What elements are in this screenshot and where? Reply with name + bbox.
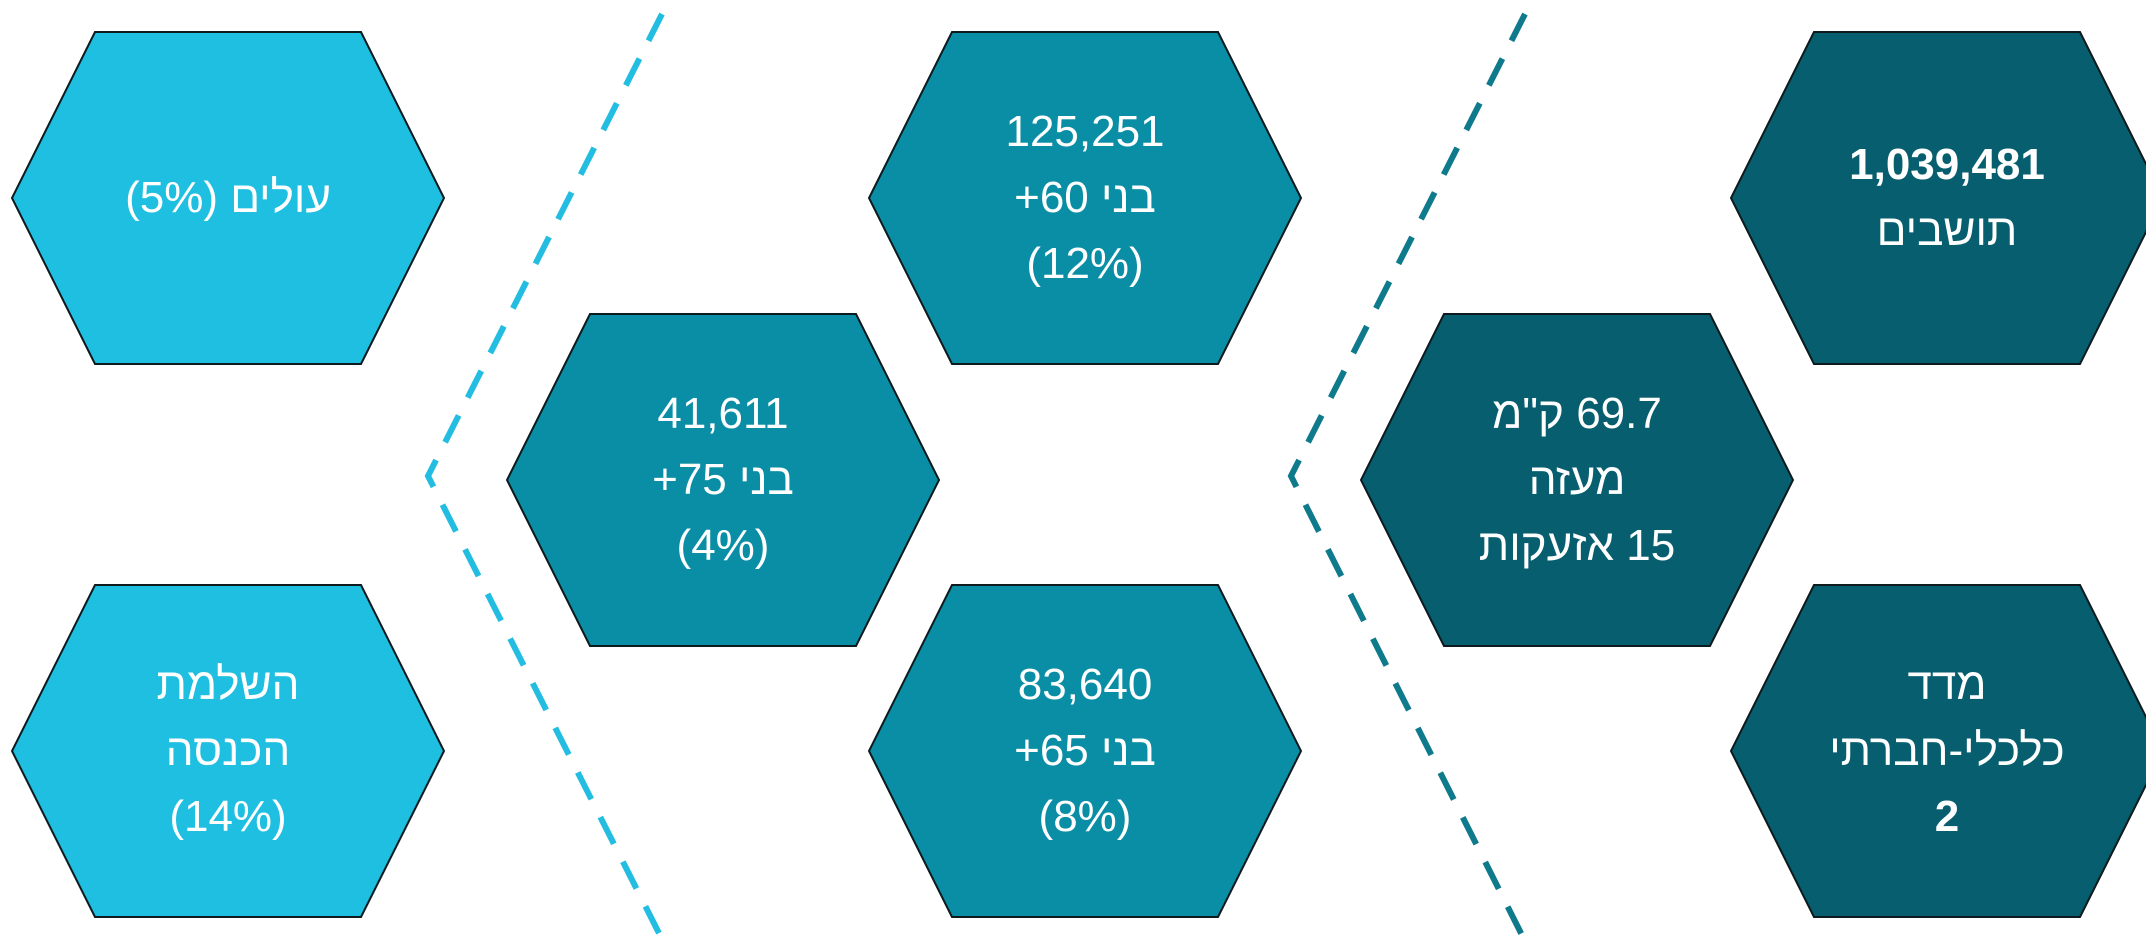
age65-label: בני 65+	[1014, 726, 1156, 775]
area-distance: 69.7 ק"מ	[1492, 389, 1662, 438]
income-percent: (14%)	[169, 792, 287, 841]
age75-percent: (4%)	[676, 521, 770, 570]
divider-left	[424, 12, 671, 951]
hex-age60: 125,251 בני 60+ (12%)	[867, 31, 1303, 365]
age75-number: 41,611	[657, 389, 789, 438]
hex-socioeconomic: מדד כלכלי-חברתי 2	[1729, 584, 2146, 918]
hex-age75: 41,611 בני 75+ (4%)	[505, 313, 941, 647]
age65-number: 83,640	[1017, 660, 1153, 709]
age75-label: בני 75+	[652, 455, 794, 504]
socio-line2: כלכלי-חברתי	[1829, 726, 2065, 775]
income-line2: הכנסה	[165, 726, 291, 775]
age60-number: 125,251	[1005, 107, 1165, 156]
age65-percent: (8%)	[1038, 792, 1132, 841]
hex-income-support: השלמת הכנסה (14%)	[10, 584, 446, 918]
age60-label: בני 60+	[1014, 173, 1156, 222]
hex-area: 69.7 ק"מ מעזה 15 אזעקות	[1359, 313, 1795, 647]
hex-age65: 83,640 בני 65+ (8%)	[867, 584, 1303, 918]
socio-line1: מדד	[1907, 660, 1987, 709]
residents-number: 1,039,481	[1849, 140, 2045, 189]
age60-percent: (12%)	[1026, 239, 1144, 288]
socio-value: 2	[1934, 792, 1960, 841]
immigrants-label: עולים (5%)	[125, 173, 331, 222]
divider-right	[1287, 12, 1533, 951]
area-alerts: 15 אזעקות	[1478, 521, 1676, 570]
hex-residents: 1,039,481 תושבים	[1729, 31, 2146, 365]
area-from: מעזה	[1528, 455, 1626, 504]
hex-immigrants: עולים (5%)	[10, 31, 446, 365]
income-line1: השלמת	[156, 660, 300, 709]
residents-label: תושבים	[1876, 206, 2018, 255]
